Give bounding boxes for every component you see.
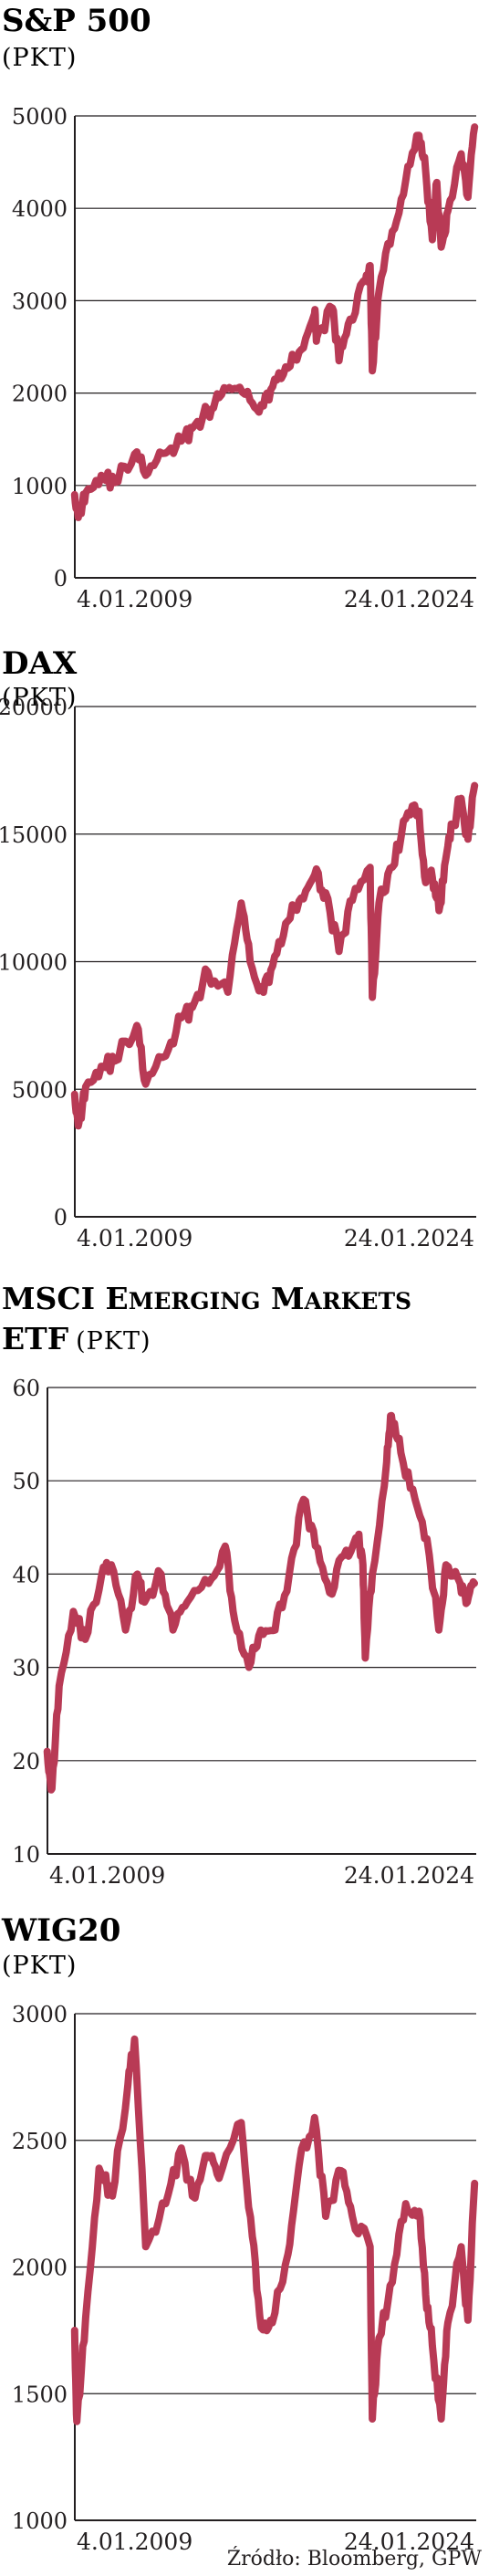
source-note: Źródło: Bloomberg, GPW [227, 2546, 483, 2571]
chart-msci-em: MSCI EMERGING MARKETS ETF (PKT) 10 20 30 40 5… [2, 1281, 478, 1889]
y-tick-label: 2000 [12, 2256, 68, 2281]
y-tick-label: 40 [12, 1562, 40, 1587]
y-tick-label: 0 [54, 566, 68, 592]
x-tick-label: 24.01.2024 [344, 1225, 474, 1251]
y-tick-label: 20000 [0, 695, 68, 720]
chart-dax: DAX (PKT) 0 5000 10000 15000 20000 4.01.2009 2… [0, 645, 479, 1251]
chart-unit: (PKT) [76, 1327, 151, 1356]
series-line [70, 2035, 479, 2425]
y-tick-label: 10 [12, 1842, 40, 1868]
y-tick-label: 3000 [12, 2002, 68, 2027]
series-line [43, 1411, 478, 1794]
chart-unit: (PKT) [2, 44, 77, 72]
y-tick-label: 5000 [12, 1077, 68, 1103]
y-tick-label: 1000 [12, 2508, 68, 2534]
plot-area: 0 5000 10000 15000 20000 4.01.2009 24.01.2024 [0, 695, 479, 1251]
plot-area: 0 1000 2000 3000 4000 5000 4.01.2009 24.01.2024 [12, 104, 479, 613]
y-tick-label: 2500 [12, 2129, 68, 2154]
y-tick-label: 1000 [12, 474, 68, 499]
chart-unit: (PKT) [2, 1952, 77, 1980]
x-tick-label: 24.01.2024 [344, 586, 474, 613]
y-tick-label: 30 [12, 1656, 40, 1681]
plot-area: 10 20 30 40 50 60 4.01.2009 24.01.2024 [12, 1376, 478, 1889]
x-tick-label: 4.01.2009 [49, 1862, 165, 1889]
y-tick-label: 15000 [0, 822, 68, 848]
y-tick-label: 60 [12, 1376, 40, 1401]
chart-title: DAX [2, 645, 78, 682]
chart-title: WIG20 [1, 1912, 120, 1949]
chart-title-line2: ETF (PKT) [2, 1321, 151, 1356]
chart-title: S&P 500 [2, 3, 151, 39]
y-tick-label: 50 [12, 1469, 40, 1494]
y-tick-label: 20 [12, 1749, 40, 1775]
x-tick-label: 24.01.2024 [344, 2529, 474, 2555]
x-tick-label: 24.01.2024 [344, 1862, 474, 1889]
chart-title: MSCI EMERGING MARKETS [2, 1281, 411, 1316]
y-tick-label: 10000 [0, 950, 68, 976]
y-tick-label: 5000 [12, 104, 68, 130]
y-tick-label: 1500 [12, 2382, 68, 2407]
chart-wig20: WIG20 (PKT) 1000 1500 2000 2500 3000 4.01.200… [1, 1912, 479, 2555]
x-tick-label: 4.01.2009 [77, 2529, 192, 2555]
series-line [70, 781, 479, 1130]
y-tick-label: 2000 [12, 382, 68, 407]
chart-unit: (PKT) [2, 684, 77, 712]
x-tick-label: 4.01.2009 [77, 1225, 192, 1251]
plot-area: 1000 1500 2000 2500 3000 4.01.2009 24.01.2024 [12, 2002, 479, 2555]
chart-sp500: S&P 500 (PKT) 0 1000 2000 3000 4000 5000 4.01.… [2, 3, 479, 613]
y-tick-label: 4000 [12, 196, 68, 222]
y-tick-label: 3000 [12, 288, 68, 314]
series-line [70, 123, 479, 521]
x-tick-label: 4.01.2009 [77, 586, 192, 613]
y-tick-label: 0 [54, 1205, 68, 1230]
